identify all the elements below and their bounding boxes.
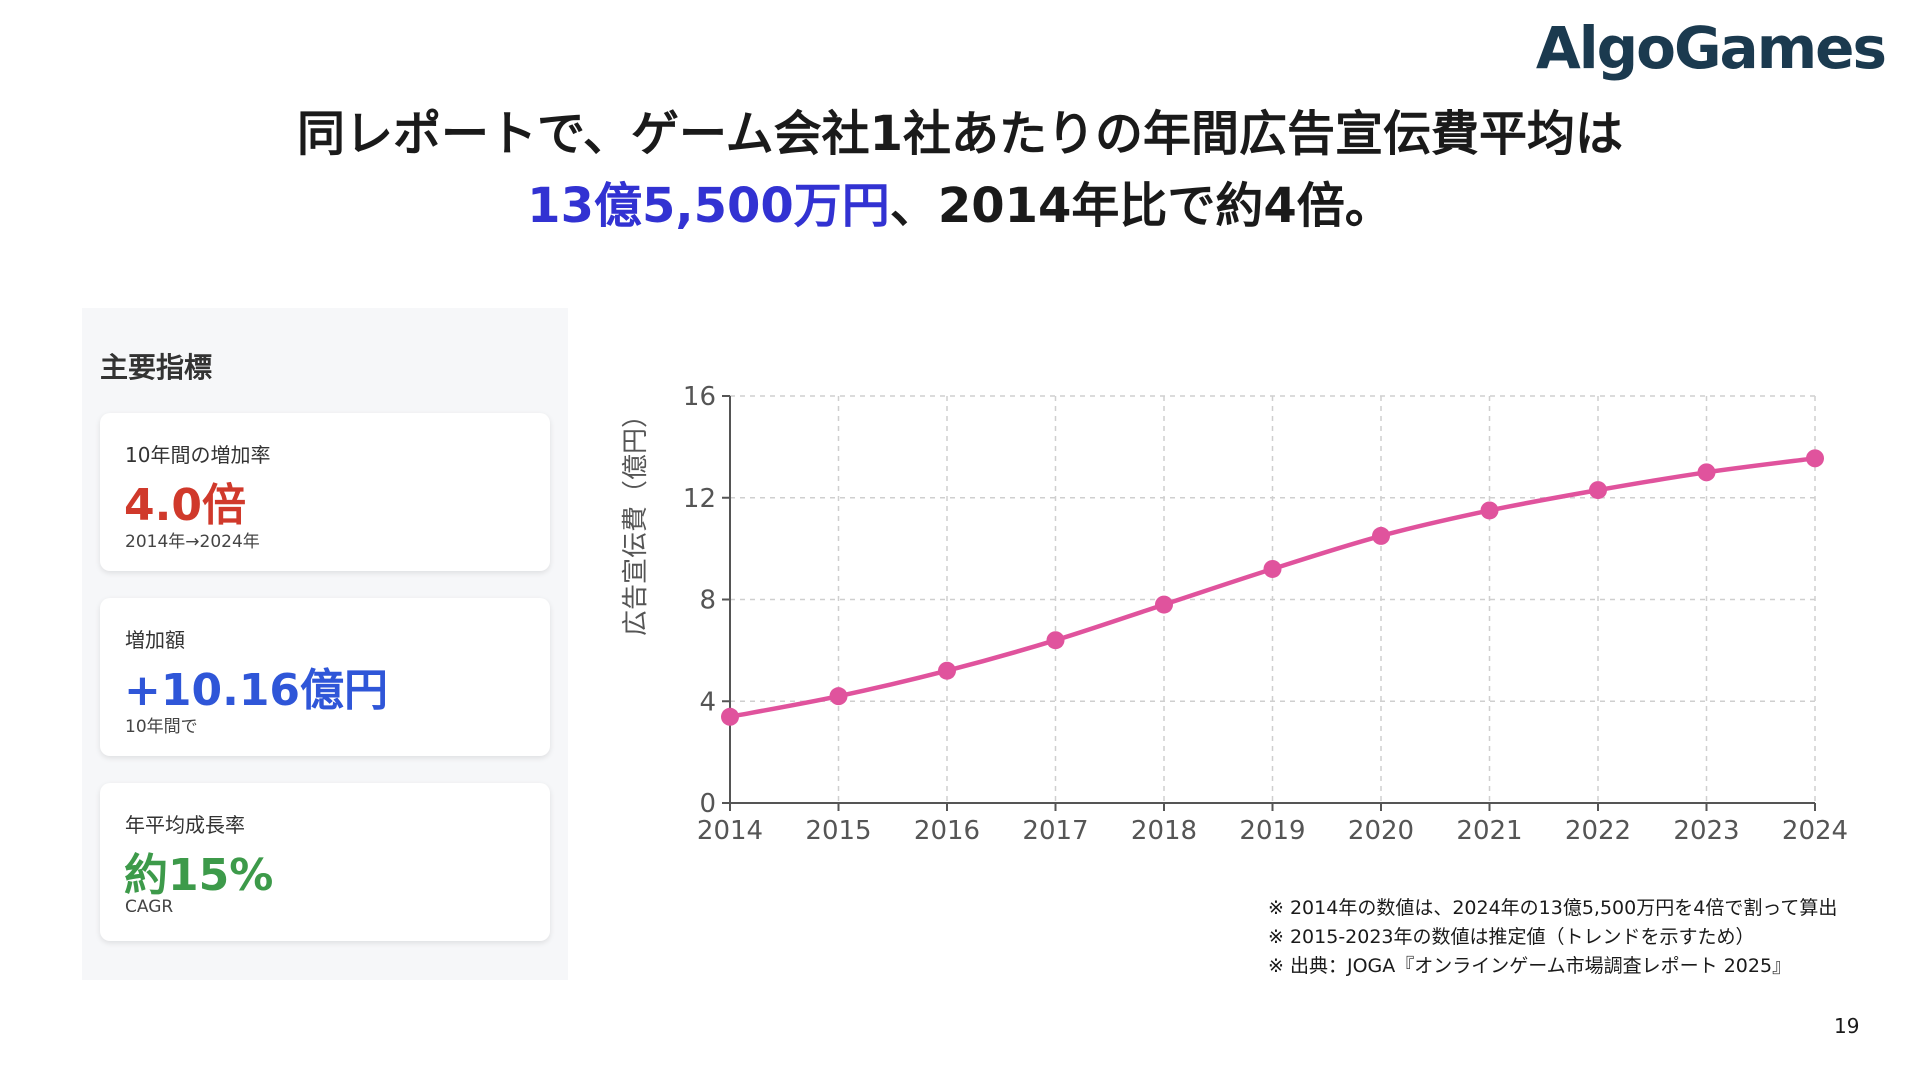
footnote: ※ 2015-2023年の数値は推定値（トレンドを示すため） [1268,926,1755,948]
metric-sub: 2014年→2024年 [125,532,260,552]
x-tick-label: 2016 [914,816,980,846]
y-tick-label: 12 [683,484,716,514]
page-number: 19 [1834,1014,1860,1038]
x-tick-label: 2020 [1348,816,1414,846]
metric-card-cagr: 年平均成長率 約15% CAGR [100,783,550,941]
y-tick-label: 0 [699,789,716,819]
footnotes: ※ 2014年の数値は、2024年の13億5,500万円を4倍で割って算出 ※ … [1268,894,1837,981]
footnote: ※ 出典：JOGA『オンラインゲーム市場調査レポート 2025』 [1268,955,1792,977]
metric-value: +10.16億円 [124,665,389,716]
data-point [1372,526,1390,545]
title-line-2: 13億5,500万円、2014年比で約4倍。 [0,170,1920,242]
brand-logo: AlgoGames [1535,14,1887,82]
data-point [938,661,956,680]
y-tick-label: 8 [699,586,716,616]
metric-label: 年平均成長率 [125,813,245,837]
x-tick-label: 2021 [1456,816,1522,846]
x-tick-label: 2017 [1022,816,1088,846]
title-line-1: 同レポートで、ゲーム会社1社あたりの年間広告宣伝費平均は [296,106,1624,162]
data-point [721,707,739,726]
data-point [1806,449,1824,468]
data-point [1697,463,1716,482]
x-tick-label: 2023 [1673,816,1739,846]
key-metrics-panel: 主要指標 10年間の増加率 4.0倍 2014年→2024年 増加額 +10.1… [82,308,568,980]
y-axis-title: 広告宣伝費（億円） [621,402,651,636]
slide-title: 同レポートで、ゲーム会社1社あたりの年間広告宣伝費平均は 13億5,500万円、… [0,98,1920,242]
metric-card-increase-amount: 増加額 +10.16億円 10年間で [100,598,550,756]
data-point [829,687,848,706]
data-point [1263,559,1282,578]
y-tick-label: 4 [699,687,716,717]
x-tick-label: 2014 [697,816,763,846]
metric-value: 4.0倍 [124,480,246,531]
metric-label: 10年間の増加率 [125,443,271,467]
metric-sub: CAGR [125,897,174,917]
metric-card-growth-rate: 10年間の増加率 4.0倍 2014年→2024年 [100,413,550,571]
y-tick-label: 16 [683,382,716,412]
title-highlight: 13億5,500万円 [527,178,890,234]
data-point [1046,631,1065,650]
metric-label: 増加額 [125,628,185,652]
data-point [1480,501,1499,520]
x-tick-label: 2024 [1782,816,1848,846]
x-tick-label: 2019 [1239,816,1305,846]
x-tick-label: 2022 [1565,816,1631,846]
x-tick-label: 2018 [1131,816,1197,846]
x-tick-label: 2015 [805,816,871,846]
data-point [1155,595,1173,614]
panel-title: 主要指標 [100,351,213,384]
data-point [1589,481,1607,500]
ad-spend-line-chart: 0 4 8 12 16 2014 2015 2016 2017 2018 2019 2020 2021 2… [621,382,1848,846]
footnote: ※ 2014年の数値は、2024年の13億5,500万円を4倍で割って算出 [1268,897,1838,919]
metric-value: 約15% [124,850,274,901]
metric-sub: 10年間で [125,717,198,737]
title-line-2-rest: 、2014年比で約4倍。 [889,178,1393,234]
